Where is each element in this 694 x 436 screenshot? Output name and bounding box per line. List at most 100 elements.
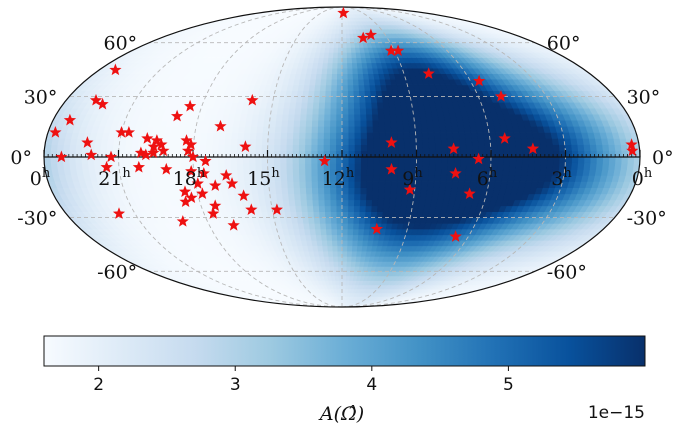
heatmap-cell: [206, 132, 214, 139]
heatmap-cell: [223, 150, 231, 158]
heatmap-cell: [357, 234, 364, 241]
heatmap-cell: [389, 193, 397, 201]
heatmap-cell: [174, 150, 182, 158]
heatmap-cell: [292, 181, 300, 188]
heatmap-cell: [318, 96, 326, 103]
heatmap-cell: [390, 126, 398, 133]
heatmap-cell: [318, 211, 326, 218]
heatmap-cell: [285, 156, 293, 164]
heatmap-cell: [317, 113, 325, 121]
heatmap-cell: [470, 132, 478, 139]
heatmap-cell: [354, 156, 361, 164]
heatmap-cell: [288, 199, 296, 207]
heatmap-cell: [422, 144, 430, 152]
heatmap-cell: [364, 102, 372, 109]
heatmap-cell: [335, 144, 343, 152]
heatmap-cell: [382, 205, 390, 212]
heatmap-cell: [508, 162, 517, 170]
heatmap-cell: [279, 150, 287, 158]
heatmap-cell: [426, 126, 435, 133]
heatmap-cell: [319, 84, 327, 91]
heatmap-cell: [384, 175, 392, 182]
heatmap-cell: [324, 84, 332, 91]
heatmap-cell: [304, 175, 312, 182]
heatmap-cell: [282, 107, 290, 115]
heatmap-cell: [458, 138, 467, 145]
heatmap-cell: [502, 150, 510, 158]
heatmap-cell: [313, 84, 321, 91]
heatmap-cell: [212, 132, 220, 139]
heatmap-cell: [620, 150, 628, 158]
heatmap-cell: [521, 144, 529, 152]
heatmap-cell: [306, 102, 314, 109]
heatmap-cell: [304, 156, 312, 164]
heatmap-cell: [301, 211, 309, 218]
heatmap-cell: [346, 234, 353, 241]
heatmap-cell: [350, 261, 356, 267]
heatmap-cell: [248, 156, 256, 164]
heatmap-cell: [564, 150, 573, 158]
heatmap-cell: [444, 126, 453, 133]
heatmap-cell: [288, 107, 296, 115]
heatmap-cell: [345, 47, 352, 53]
heatmap-cell: [382, 107, 390, 115]
heatmap-cell: [287, 193, 295, 201]
heatmap-cell: [490, 150, 498, 158]
heatmap-cell: [464, 138, 473, 145]
heatmap-cell: [393, 205, 402, 212]
heatmap-cell: [351, 234, 359, 241]
heatmap-cell: [364, 205, 372, 212]
heatmap-cell: [323, 193, 331, 201]
heatmap-cell: [341, 78, 348, 86]
heatmap-cell: [351, 67, 358, 74]
heatmap-cell: [521, 156, 529, 164]
heatmap-cell: [341, 245, 348, 252]
heatmap-cell: [355, 256, 361, 262]
heatmap-cell: [390, 132, 398, 139]
heatmap-cell: [255, 132, 263, 139]
heatmap-cell: [341, 193, 349, 201]
heatmap-cell: [312, 96, 320, 103]
heatmap-cell: [409, 132, 417, 139]
heatmap-cell: [299, 187, 307, 195]
heatmap-cell: [346, 67, 353, 74]
heatmap-cell: [174, 138, 183, 145]
heatmap-cell: [329, 107, 337, 115]
heatmap-cell: [351, 240, 358, 247]
heatmap-cell: [285, 150, 293, 158]
heatmap-cell: [230, 150, 237, 158]
heatmap-cell: [304, 132, 312, 139]
heatmap-cell: [335, 156, 343, 164]
heatmap-cell: [377, 193, 385, 201]
heatmap-cell: [310, 156, 318, 164]
heatmap-cell: [262, 126, 270, 133]
heatmap-cell: [324, 102, 331, 109]
heatmap-cell: [211, 138, 220, 145]
heatmap-cell: [341, 57, 348, 64]
heatmap-cell: [211, 144, 219, 152]
heatmap-cell: [341, 150, 349, 158]
heatmap-cell: [167, 144, 176, 152]
heatmap-cell: [358, 217, 366, 224]
heatmap-cell: [369, 90, 377, 97]
heatmap-cell: [211, 169, 220, 176]
heatmap-cell: [432, 181, 441, 188]
heatmap-cell: [571, 156, 579, 164]
heatmap-cell: [236, 156, 244, 164]
heatmap-cell: [332, 256, 338, 262]
heatmap-cell: [471, 144, 479, 152]
heatmap-cell: [483, 144, 492, 152]
heatmap-cell: [349, 271, 355, 277]
heatmap-cell: [350, 250, 357, 257]
heatmap-cell: [331, 240, 338, 247]
heatmap-cell: [327, 52, 334, 58]
heatmap-cell: [464, 132, 472, 139]
heatmap-cell: [324, 217, 332, 224]
heatmap-cell: [273, 150, 281, 158]
heatmap-cell: [217, 162, 225, 170]
heatmap-cell: [381, 96, 389, 103]
heatmap-cell: [326, 67, 333, 74]
heatmap-cell: [347, 132, 355, 139]
heatmap-cell: [366, 162, 374, 170]
heatmap-cell: [335, 150, 343, 158]
